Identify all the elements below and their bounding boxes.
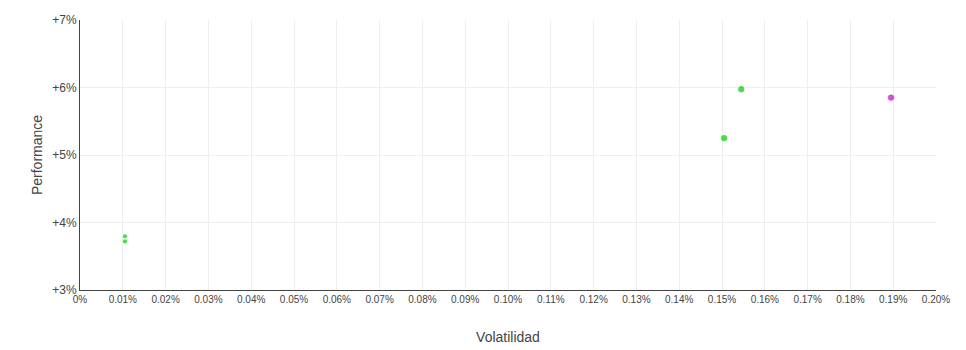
svg-text:0.04%: 0.04% [237,294,265,305]
svg-text:0.11%: 0.11% [537,294,565,305]
svg-text:0.16%: 0.16% [751,294,779,305]
svg-text:0.10%: 0.10% [494,294,522,305]
svg-text:0.14%: 0.14% [665,294,693,305]
svg-text:0.01%: 0.01% [109,294,137,305]
svg-text:0.06%: 0.06% [323,294,351,305]
svg-text:+6%: +6% [52,81,77,95]
svg-text:0.02%: 0.02% [151,294,179,305]
svg-text:Volatilidad: Volatilidad [476,329,540,345]
svg-text:0.07%: 0.07% [365,294,393,305]
svg-text:+4%: +4% [52,216,77,230]
svg-text:0.12%: 0.12% [579,294,607,305]
svg-text:0.20%: 0.20% [922,294,950,305]
svg-text:+3%: +3% [52,283,77,297]
svg-text:0.13%: 0.13% [622,294,650,305]
svg-text:0.05%: 0.05% [280,294,308,305]
svg-text:0.08%: 0.08% [408,294,436,305]
svg-text:0.18%: 0.18% [836,294,864,305]
svg-text:+5%: +5% [52,148,77,162]
svg-text:0.19%: 0.19% [879,294,907,305]
svg-text:+7%: +7% [52,13,77,27]
svg-text:Performance: Performance [29,115,45,195]
svg-text:0.09%: 0.09% [451,294,479,305]
svg-text:0.03%: 0.03% [194,294,222,305]
svg-text:0.15%: 0.15% [708,294,736,305]
svg-text:0.17%: 0.17% [793,294,821,305]
svg-text:0%: 0% [73,294,88,305]
